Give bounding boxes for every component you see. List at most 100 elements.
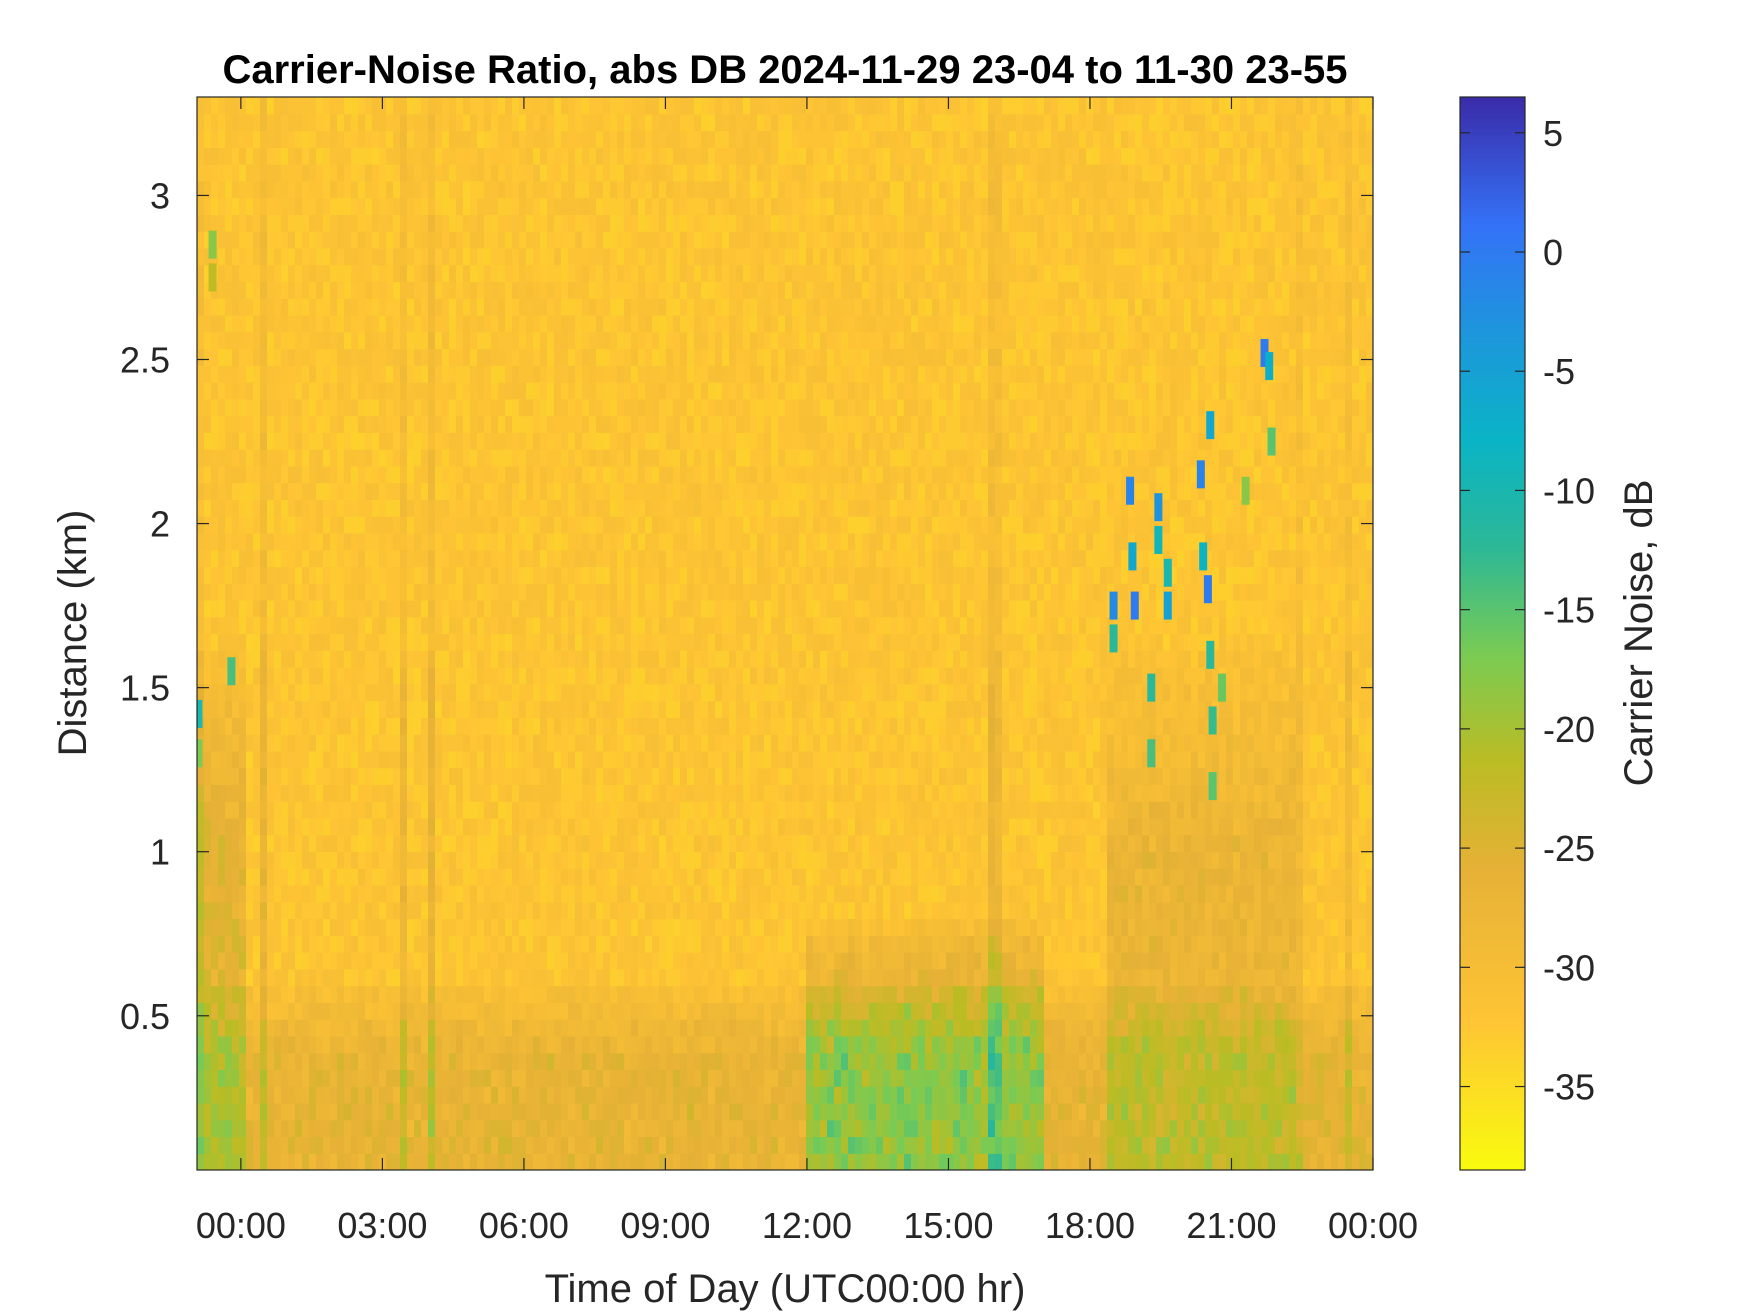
heatmap-cell: [428, 214, 436, 232]
heatmap-cell: [379, 1069, 387, 1087]
heatmap-cell: [449, 97, 457, 115]
heatmap-cell: [225, 398, 233, 417]
heatmap-cell: [491, 97, 499, 115]
heatmap-cell: [400, 398, 408, 417]
heatmap-cell: [204, 918, 212, 936]
heatmap-cell: [225, 683, 233, 702]
heatmap-cell: [372, 884, 380, 903]
heatmap-cell: [281, 549, 289, 568]
heatmap-cell: [638, 599, 646, 618]
heatmap-cell: [302, 717, 310, 735]
heatmap-cell: [652, 784, 660, 802]
heatmap-cell: [582, 750, 590, 769]
heatmap-cell: [351, 1019, 359, 1037]
heatmap-cell: [505, 1086, 513, 1104]
heatmap-cell: [463, 1153, 471, 1170]
heatmap-cell: [393, 1052, 401, 1071]
heatmap-cell: [484, 432, 492, 450]
heatmap-cell: [330, 482, 338, 500]
heatmap-cell: [729, 985, 737, 1003]
heatmap-cell: [295, 549, 303, 568]
heatmap-cell: [554, 884, 562, 903]
heatmap-cell: [715, 231, 723, 249]
heatmap-cell: [309, 247, 317, 266]
heatmap-cell: [456, 700, 464, 718]
heatmap-cell: [218, 683, 226, 702]
heatmap-cell: [449, 281, 457, 299]
heatmap-cell: [540, 784, 548, 802]
heatmap-cell: [505, 834, 513, 853]
heatmap-cell: [631, 264, 639, 283]
heatmap-cell: [736, 147, 744, 165]
heatmap-cell: [456, 884, 464, 903]
heatmap-cell: [694, 851, 702, 869]
heatmap-cell: [260, 147, 268, 165]
heatmap-cell: [673, 147, 681, 165]
heatmap-cell: [554, 164, 562, 182]
heatmap-cell: [330, 331, 338, 350]
heatmap-cell: [351, 1069, 359, 1087]
heatmap-cell: [204, 767, 212, 785]
heatmap-cell: [386, 683, 394, 702]
heatmap-cell: [617, 583, 625, 601]
heatmap-cell: [694, 784, 702, 802]
heatmap-cell: [631, 113, 639, 132]
heatmap-cell: [428, 750, 436, 769]
heatmap-cell: [232, 113, 240, 132]
heatmap-cell: [729, 365, 737, 383]
heatmap-cell: [302, 314, 310, 333]
heatmap-cell: [295, 247, 303, 266]
heatmap-cell: [421, 1069, 429, 1087]
heatmap-cell: [638, 868, 646, 886]
heatmap-cell: [554, 1052, 562, 1071]
heatmap-cell: [561, 348, 569, 366]
heatmap-cell: [267, 231, 275, 249]
heatmap-cell: [393, 700, 401, 718]
heatmap-cell: [659, 382, 667, 400]
heatmap-cell: [547, 901, 555, 920]
heatmap-cell: [225, 298, 233, 316]
heatmap-cell: [617, 1136, 625, 1154]
heatmap-cell: [281, 147, 289, 165]
heatmap-cell: [617, 1119, 625, 1138]
heatmap-cell: [246, 700, 254, 718]
heatmap-cell: [288, 1052, 296, 1071]
heatmap-cell: [302, 197, 310, 215]
heatmap-cell: [435, 331, 443, 350]
heatmap-cell: [372, 549, 380, 568]
heatmap-cell: [715, 164, 723, 182]
heatmap-cell: [659, 1153, 667, 1170]
heatmap-cell: [218, 650, 226, 668]
heatmap-cell: [428, 180, 436, 199]
heatmap-cell: [666, 1002, 674, 1020]
heatmap-cell: [568, 1069, 576, 1087]
heatmap-cell: [694, 985, 702, 1003]
heatmap-cell: [456, 532, 464, 551]
heatmap-cell: [659, 532, 667, 551]
heatmap-cell: [281, 398, 289, 417]
heatmap-cell: [379, 1136, 387, 1154]
heatmap-cell: [680, 1119, 688, 1138]
heatmap-cell: [512, 1052, 520, 1071]
heatmap-cell: [582, 1052, 590, 1071]
heatmap-cell: [274, 130, 282, 148]
heatmap-cell: [624, 599, 632, 618]
heatmap-cell: [708, 1136, 716, 1154]
heatmap-cell: [239, 1153, 247, 1170]
heatmap-cell: [589, 516, 597, 534]
heatmap-cell: [743, 1153, 751, 1170]
heatmap-cell: [260, 750, 268, 769]
heatmap-cell: [715, 1136, 723, 1154]
heatmap-cell: [428, 499, 436, 517]
heatmap-cell: [421, 683, 429, 702]
heatmap-cell: [421, 935, 429, 953]
heatmap-cell: [470, 432, 478, 450]
heatmap-cell: [540, 432, 548, 450]
heatmap-cell: [253, 130, 261, 148]
heatmap-cell: [463, 683, 471, 702]
heatmap-cell: [358, 532, 366, 551]
heatmap-cell: [351, 415, 359, 433]
heatmap-cell: [694, 1102, 702, 1121]
heatmap-cell: [442, 281, 450, 299]
heatmap-cell: [498, 851, 506, 869]
